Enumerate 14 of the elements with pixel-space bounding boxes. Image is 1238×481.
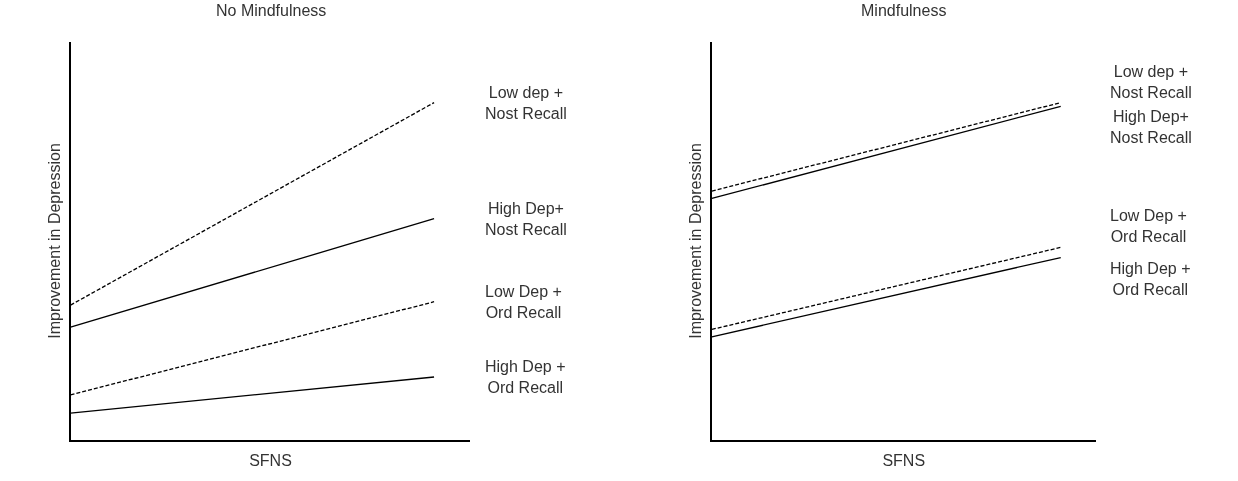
text: Low Dep + Ord Recall: [485, 283, 562, 321]
text: Low dep + Nost Recall: [485, 84, 567, 122]
text: High Dep + Ord Recall: [1110, 260, 1191, 298]
y-axis-title: Improvement in Depression: [687, 143, 705, 339]
text: High Dep+ Nost Recall: [1110, 108, 1192, 146]
y-axis-title: Improvement in Depression: [46, 143, 64, 339]
x-axis-title: SFNS: [882, 452, 926, 470]
x-axis-title: SFNS: [249, 452, 292, 470]
text: Low Dep + Ord Recall: [1110, 207, 1187, 245]
text: High Dep+ Nost Recall: [485, 200, 567, 238]
text: High Dep + Ord Recall: [485, 358, 566, 396]
chart-title: Mindfulness: [861, 2, 947, 19]
chart-title: No Mindfulness: [216, 2, 327, 19]
text: Low dep + Nost Recall: [1110, 63, 1192, 101]
